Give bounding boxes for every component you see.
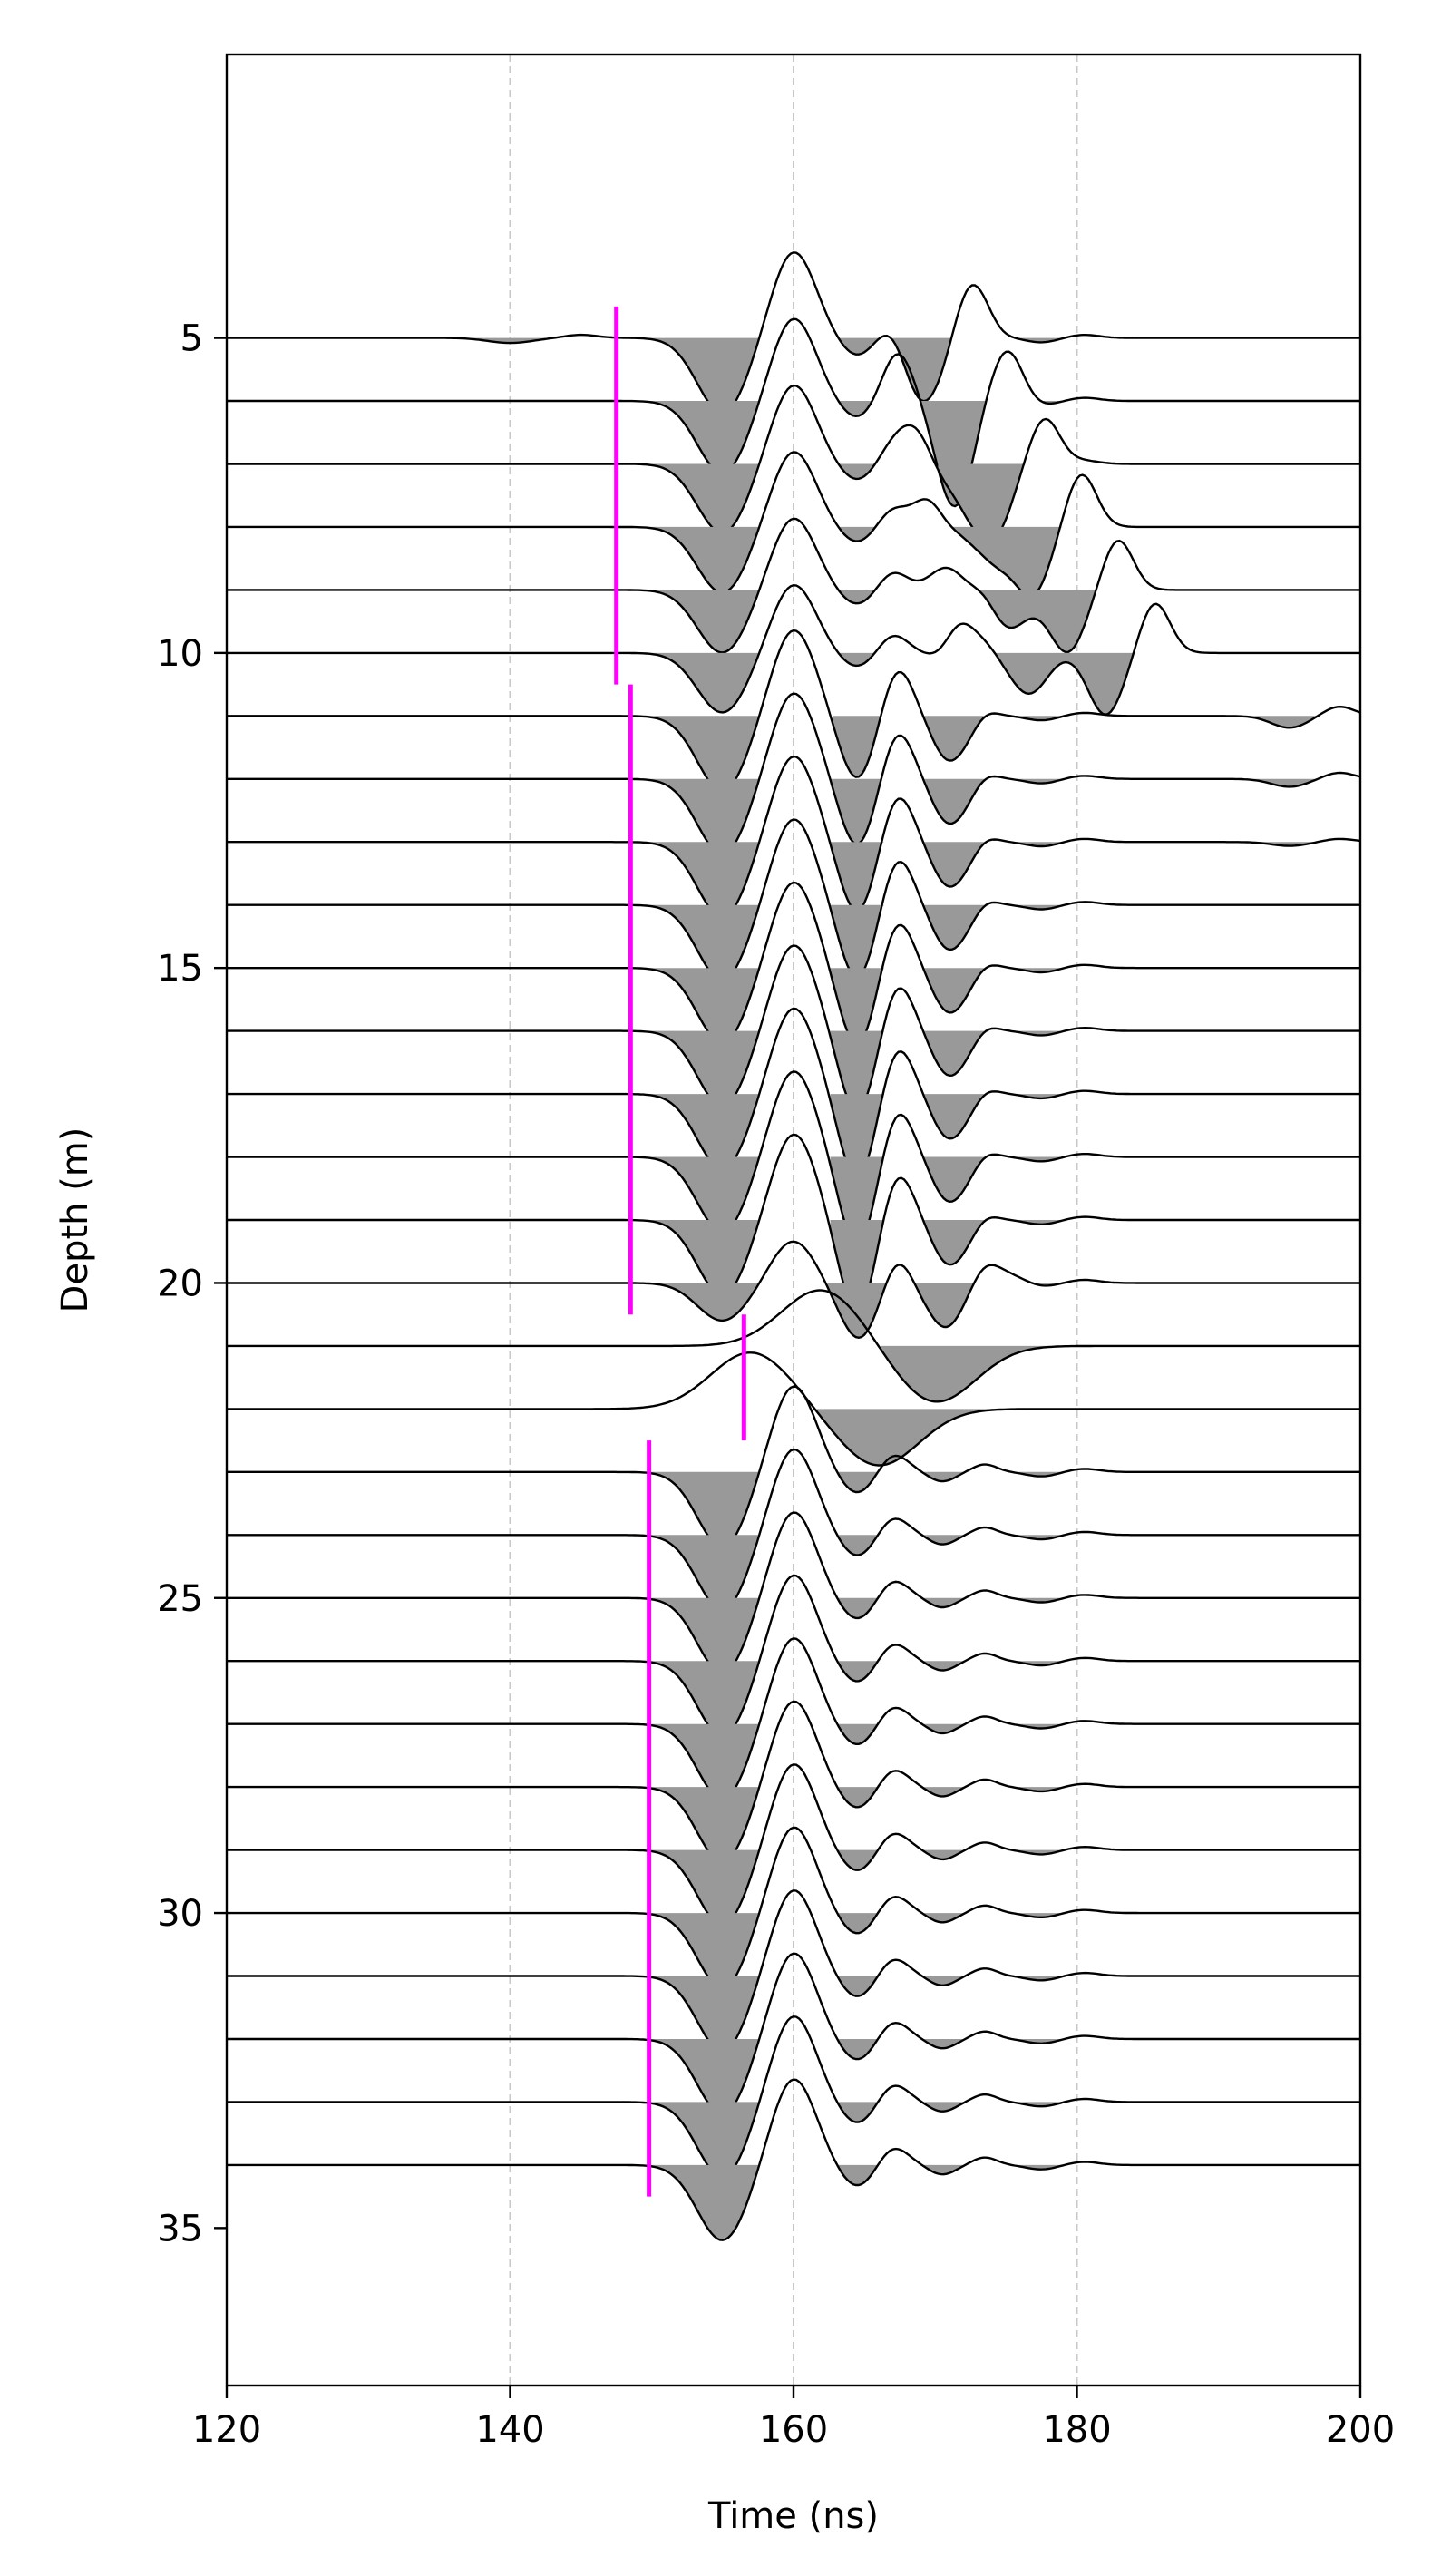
trace-line — [227, 1385, 1360, 1548]
trace-line — [227, 1070, 1360, 1246]
trace-fill — [227, 968, 1066, 1045]
trace-line — [227, 944, 1360, 1113]
trace-line — [227, 1700, 1360, 1864]
trace-line — [227, 451, 1360, 598]
trace-line — [227, 629, 1360, 793]
trace-line — [227, 517, 1360, 654]
trace-fill — [227, 1787, 1066, 1862]
y-tick-label: 25 — [157, 1578, 203, 1620]
trace-fill — [227, 401, 1066, 507]
y-tick-label: 15 — [157, 948, 203, 990]
y-tick-label: 35 — [157, 2208, 203, 2249]
trace-fill — [227, 1976, 1066, 2052]
trace-fill — [227, 1849, 1066, 1926]
trace-line — [227, 2015, 1360, 2179]
trace-line — [227, 251, 1360, 415]
y-tick-label: 10 — [157, 633, 203, 675]
trace-fill — [227, 1723, 1066, 1800]
x-tick-label: 180 — [1042, 2409, 1111, 2451]
trace-line — [227, 755, 1360, 919]
y-tick-label: 5 — [180, 318, 203, 360]
y-axis-ticks: 5 10 15 20 25 30 35 — [157, 318, 227, 2249]
trace-fill — [227, 1661, 1066, 1736]
trace-line — [227, 1289, 1360, 1403]
x-axis-label: Time (ns) — [707, 2495, 879, 2537]
trace-line — [227, 583, 1360, 717]
trace-line — [227, 2078, 1360, 2241]
trace-line — [227, 1007, 1360, 1179]
trace-line — [227, 1826, 1360, 1990]
trace-line — [227, 1574, 1360, 1738]
trace-line — [227, 384, 1360, 542]
trace-fill — [227, 1913, 1066, 1988]
trace-fill — [227, 1030, 1066, 1111]
x-axis-ticks: 120 140 160 180 200 — [192, 2386, 1395, 2451]
trace-fill — [227, 2164, 1066, 2240]
trace-fill — [227, 1471, 1066, 1547]
first-break-picks — [614, 306, 746, 2197]
trace-line — [227, 818, 1360, 981]
trace-line — [227, 317, 1360, 508]
trace-line — [227, 881, 1360, 1046]
trace-fill — [227, 590, 1097, 653]
trace-line — [227, 1888, 1360, 2053]
trace-fill — [227, 2102, 1066, 2178]
trace-fill — [227, 463, 1027, 542]
trace-line — [227, 1351, 1360, 1467]
trace-line — [227, 1240, 1360, 1340]
trace-fill — [227, 1535, 1066, 1611]
x-tick-label: 140 — [475, 2409, 544, 2451]
trace-line — [227, 1637, 1360, 1800]
y-axis-label: Depth (m) — [54, 1127, 96, 1313]
traces — [227, 251, 1360, 2241]
trace-fill — [227, 1094, 1066, 1178]
trace-line — [227, 1133, 1360, 1312]
trace-fill — [227, 652, 1134, 715]
trace-line — [227, 1448, 1360, 1612]
trace-line — [227, 1511, 1360, 1674]
x-tick-label: 200 — [1326, 2409, 1395, 2451]
trace-line — [227, 1952, 1360, 2116]
x-tick-label: 160 — [759, 2409, 828, 2451]
trace-line — [227, 1763, 1360, 1927]
trace-fill — [227, 1597, 1066, 1673]
trace-fill — [227, 2039, 1066, 2114]
trace-fill — [227, 904, 1066, 981]
y-tick-label: 20 — [157, 1263, 203, 1304]
x-tick-label: 120 — [192, 2409, 261, 2451]
trace-line — [227, 692, 1360, 855]
y-tick-label: 30 — [157, 1893, 203, 1935]
